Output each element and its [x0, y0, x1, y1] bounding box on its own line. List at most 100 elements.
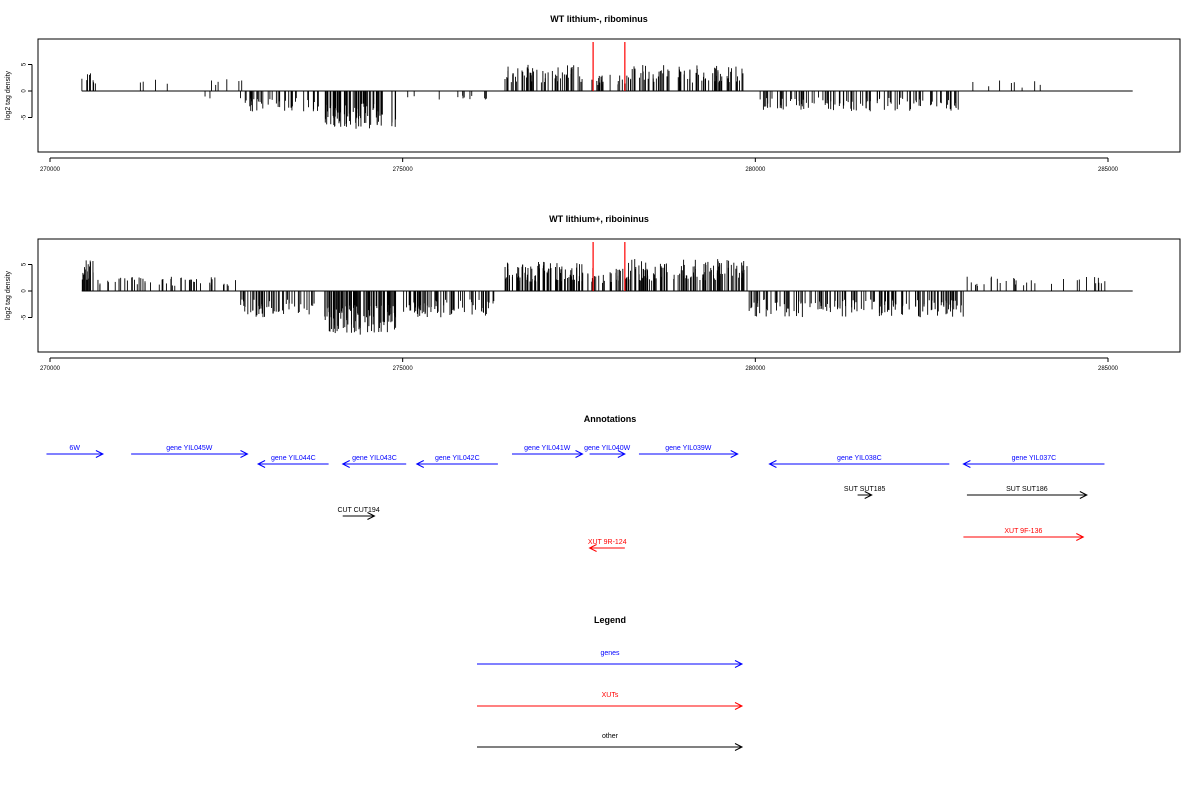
arrow-head: [588, 544, 597, 552]
signal-bars: [81, 259, 1106, 335]
annotation-feature: CUT CUT194: [337, 507, 380, 520]
x-tick-label: 285000: [1098, 167, 1119, 173]
y-axis-label: log2 tag density: [5, 70, 12, 120]
annotation-feature: gene YIL041W: [511, 445, 584, 458]
signal-bars: [81, 64, 1041, 129]
y-tick-label: -5: [22, 314, 28, 320]
feature-label: 6W: [69, 445, 80, 452]
y-tick-label: -5: [22, 114, 28, 120]
x-tick-label: 275000: [393, 167, 414, 173]
feature-label: gene YIL042C: [435, 455, 480, 462]
feature-arrow: [963, 533, 1085, 541]
arrow-head: [240, 450, 249, 458]
feature-label: XUT 9F-136: [1004, 528, 1042, 535]
legend-title: Legend: [594, 615, 626, 625]
arrow-head: [1076, 533, 1085, 541]
y-axis-label: log2 tag density: [5, 270, 12, 320]
arrow-head: [415, 460, 424, 468]
legend-label: genes: [600, 650, 620, 657]
feature-label: gene YIL043C: [352, 455, 397, 462]
feature-label: gene YIL037C: [1012, 455, 1057, 462]
arrow-head: [617, 450, 626, 458]
arrow-head: [962, 460, 971, 468]
legend-arrow: [477, 660, 744, 668]
feature-label: gene YIL038C: [837, 455, 882, 462]
feature-arrow: [415, 460, 498, 468]
legend-item: XUTs: [477, 692, 744, 710]
legend-label: XUTs: [602, 692, 619, 699]
arrow-head: [575, 450, 584, 458]
feature-arrow: [256, 460, 329, 468]
feature-arrow: [966, 491, 1088, 499]
feature-arrow: [857, 491, 873, 499]
annotations-panel: Annotations 6W gene YIL045W gene YIL044C gen…: [46, 414, 1105, 552]
annotation-feature: SUT SUT186: [966, 486, 1088, 499]
feature-arrow: [131, 450, 249, 458]
annotation-feature: gene YIL040W: [584, 445, 631, 458]
annotation-feature: XUT 9F-136: [963, 528, 1085, 541]
legend-arrow: [477, 743, 744, 751]
panel-title: WT lithium+, riboininus: [549, 214, 649, 224]
arrow-head: [768, 460, 777, 468]
x-tick-label: 285000: [1098, 366, 1119, 372]
feature-arrow: [46, 450, 105, 458]
feature-arrow: [962, 460, 1105, 468]
x-tick-label: 275000: [393, 366, 414, 372]
annotation-feature: gene YIL043C: [341, 455, 407, 468]
plot-frame: [37, 238, 1181, 353]
legend-label: other: [602, 733, 619, 740]
y-tick-label: 0: [22, 289, 28, 293]
annotation-feature: 6W: [46, 445, 105, 458]
y-tick-label: 0: [22, 89, 28, 93]
feature-label: gene YIL041W: [524, 445, 571, 452]
annotation-feature: gene YIL039W: [638, 445, 739, 458]
track-panel-1: WT lithium-, ribominus -5 0 5 log2 tag densi…: [5, 14, 1181, 173]
feature-label: gene YIL040W: [584, 445, 631, 452]
x-tick-label: 280000: [745, 366, 766, 372]
feature-arrow: [511, 450, 584, 458]
arrow-head: [734, 702, 744, 710]
arrow-head: [367, 512, 376, 520]
feature-arrow: [342, 512, 376, 520]
feature-arrow: [589, 450, 626, 458]
x-tick-label: 270000: [40, 167, 61, 173]
annotation-feature: XUT 9R-124: [588, 539, 627, 552]
legend-arrow: [477, 702, 744, 710]
feature-label: gene YIL039W: [665, 445, 712, 452]
arrow-head: [730, 450, 739, 458]
track-panel-2: WT lithium+, riboininus -5 0 5 log2 tag dens…: [5, 214, 1181, 372]
arrow-head: [341, 460, 350, 468]
arrow-head: [1079, 491, 1088, 499]
y-tick-label: 5: [22, 62, 28, 66]
annotation-feature: gene YIL042C: [415, 455, 498, 468]
panel-title: WT lithium-, ribominus: [550, 14, 648, 24]
feature-arrow: [588, 544, 625, 552]
feature-label: CUT CUT194: [337, 507, 379, 514]
x-tick-label: 270000: [40, 366, 61, 372]
feature-label: SUT SUT185: [844, 486, 886, 493]
feature-label: gene YIL045W: [166, 445, 213, 452]
x-tick-label: 280000: [745, 167, 766, 173]
legend-item: other: [477, 733, 744, 751]
y-tick-label: 5: [22, 262, 28, 266]
legend-item: genes: [477, 650, 744, 668]
arrow-head: [734, 743, 744, 751]
annotation-feature: gene YIL044C: [256, 455, 329, 468]
legend-panel: Legend genes XUTs other: [477, 615, 744, 751]
annotations-title: Annotations: [584, 414, 637, 424]
annotation-feature: gene YIL037C: [962, 455, 1105, 468]
feature-label: gene YIL044C: [271, 455, 316, 462]
feature-arrow: [638, 450, 739, 458]
feature-arrow: [341, 460, 407, 468]
annotation-feature: SUT SUT185: [844, 486, 886, 499]
plot-frame: [37, 38, 1181, 153]
arrow-head: [95, 450, 105, 458]
arrow-head: [864, 491, 873, 499]
feature-label: XUT 9R-124: [588, 539, 627, 546]
arrow-head: [256, 460, 266, 468]
annotation-feature: gene YIL045W: [131, 445, 249, 458]
feature-arrow: [768, 460, 950, 468]
annotation-feature: gene YIL038C: [768, 455, 950, 468]
